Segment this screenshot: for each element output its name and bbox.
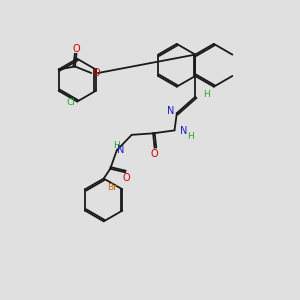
Text: O: O xyxy=(73,44,80,54)
Text: H: H xyxy=(188,132,194,141)
Text: Cl: Cl xyxy=(66,98,75,106)
Text: N: N xyxy=(180,126,188,136)
Text: Br: Br xyxy=(107,183,117,192)
Text: N: N xyxy=(167,106,175,116)
Text: H: H xyxy=(113,141,120,150)
Text: O: O xyxy=(150,148,158,159)
Text: O: O xyxy=(123,173,130,183)
Text: N: N xyxy=(117,145,124,155)
Text: O: O xyxy=(93,68,100,78)
Text: H: H xyxy=(203,90,210,99)
